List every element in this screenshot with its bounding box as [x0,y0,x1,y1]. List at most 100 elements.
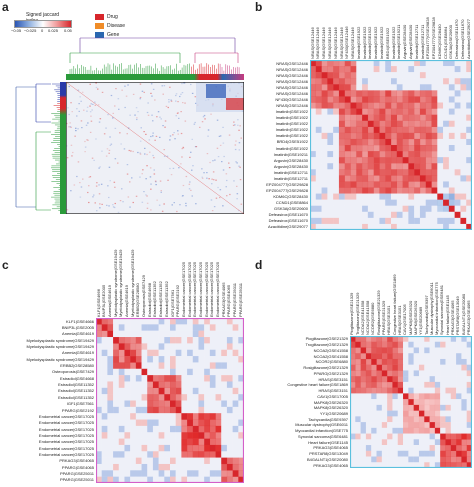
row-label: Arguvin|GSE28430 [273,163,308,169]
heatmap-cell [419,84,426,91]
heatmap-cell [456,422,462,429]
heatmap-cell [440,422,446,429]
heatmap-cell [371,393,377,400]
heatmap-cell [466,223,472,230]
heatmap-cell [192,432,199,439]
heatmap-cell [310,120,316,127]
heatmap-cell [443,217,450,225]
column-label: Heart failure|GSE1145 [444,295,450,335]
heatmap-cell [403,422,409,429]
heatmap-cell [232,381,239,389]
heatmap-cell [221,387,228,395]
heatmap-cell [181,349,188,357]
heatmap-cell [424,387,430,394]
heatmap-cell [466,120,472,127]
heatmap-cell [437,132,444,140]
heatmap-cell [360,404,367,411]
heatmap-cell [355,347,361,354]
heatmap-cell [466,108,472,115]
column-label: NRAS|GSE12446 [309,27,315,59]
heatmap-cell [373,108,380,115]
heatmap-cell [356,138,363,146]
heatmap-cell [362,114,369,121]
heatmap-cell [310,60,316,67]
heatmap-cell [221,324,228,331]
row-label: Endometrial cancer|GSE17025 [38,413,94,419]
heatmap-cell [338,108,345,115]
heatmap-cell [158,330,165,338]
heatmap-cell [164,349,171,357]
column-label: NF430|GSE12446 [344,26,350,59]
heatmap-cell [96,476,102,483]
heatmap-cell [454,120,461,127]
heatmap-cell [175,476,182,483]
heatmap-cell [443,60,450,67]
column-label: Pioglitazone|GSE21329 [349,292,355,335]
heatmap-cell [391,72,397,79]
heatmap-cell [445,393,451,400]
heatmap-cell [130,381,137,389]
heatmap-cell [130,413,137,420]
heatmap-cell [164,387,171,395]
heatmap-cell [376,387,383,394]
heatmap-cell [164,438,171,446]
heatmap-cell [419,157,426,164]
heatmap-cell [413,445,420,451]
heatmap-cell [456,381,462,388]
heatmap-cell [152,349,159,357]
row-label: CCND1|GSE8864 [275,200,308,206]
heatmap-cell [187,463,193,471]
heatmap-cell [135,457,142,465]
heatmap-cell [408,193,415,200]
heatmap-cell [113,337,119,344]
heatmap-cell [429,445,436,451]
heatmap-cell [113,406,119,414]
heatmap-cell [181,400,188,408]
heatmap-cell [425,114,432,121]
heatmap-cell [232,330,239,338]
heatmap-cell [204,413,211,420]
heatmap-cell [344,211,351,219]
heatmap-cell [396,96,403,103]
heatmap-cell [456,347,462,354]
heatmap-cell [310,199,316,206]
heatmap-cell [396,217,403,225]
heatmap-cell [387,416,393,423]
column-label: BRD4|GSE51922 [384,27,390,59]
heatmap-cell [448,199,455,206]
heatmap-cell [461,376,467,383]
heatmap-cell [376,399,383,406]
heatmap-cell [221,368,228,376]
heatmap-cell [204,457,211,465]
heatmap-cell [429,410,436,417]
heatmap-cell [107,444,114,452]
heatmap-cell [198,463,205,471]
heatmap-cell [466,199,472,206]
heatmap-cell [413,450,420,457]
heatmap-cell [429,456,436,463]
heatmap-cell [437,205,444,212]
heatmap-cell [429,439,436,446]
heatmap-cell [147,349,154,357]
heatmap-cell [431,181,438,188]
heatmap-cell [338,78,345,85]
heatmap-cell [135,438,142,446]
heatmap-cell [175,451,182,458]
heatmap-cell [355,462,361,468]
heatmap-cell [367,126,374,134]
heatmap-cell [310,211,316,219]
heatmap-cell [338,199,345,206]
heatmap-cell [396,78,403,85]
heatmap-cell [403,393,409,400]
heatmap-cell [204,476,211,483]
heatmap-cell [396,223,403,230]
heatmap-cell [204,444,211,452]
heatmap-cell [419,66,426,73]
heatmap-cell [408,163,415,170]
heatmap-cell [175,318,182,325]
heatmap-cell [221,381,228,389]
heatmap-cell [333,199,340,206]
heatmap-cell [376,364,383,371]
heatmap-cell [327,217,334,225]
heatmap-cell [360,393,367,400]
